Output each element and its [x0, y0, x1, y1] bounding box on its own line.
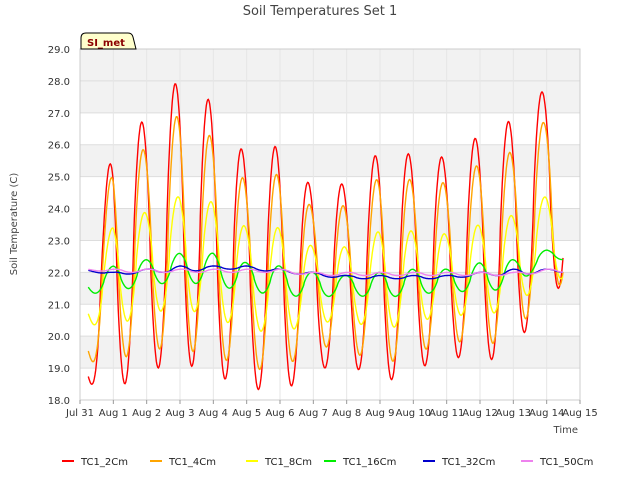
y-tick-label: 26.0	[48, 141, 70, 152]
legend: TC1_2Cm TC1_4Cm TC1_8Cm TC1_16Cm TC1_32Cm TC1…	[62, 457, 593, 468]
x-tick-label: Aug 12	[462, 408, 497, 419]
legend-item-tc1_8cm: TC1_8Cm	[246, 457, 312, 468]
legend-label: TC1_50Cm	[539, 457, 593, 468]
x-tick-label: Aug 8	[332, 408, 361, 419]
x-tick-label: Aug 6	[265, 408, 294, 419]
legend-label: TC1_2Cm	[80, 457, 128, 468]
legend-item-tc1_50cm: TC1_50Cm	[521, 457, 593, 468]
y-tick-label: 25.0	[48, 173, 70, 184]
x-tick-label: Aug 1	[99, 408, 128, 419]
x-axis-ticks: Jul 31 Aug 1 Aug 2 Aug 3 Aug 4 Aug 5 Aug 6 Aug …	[65, 400, 598, 419]
legend-item-tc1_2cm: TC1_2Cm	[62, 457, 128, 468]
site-badge: SI_met	[80, 32, 137, 50]
background-band	[80, 80, 580, 113]
series-line-tc1_16cm	[87, 249, 563, 298]
x-tick-label: Aug 9	[365, 408, 394, 419]
legend-label: TC1_4Cm	[168, 457, 216, 468]
x-axis-label: Time	[553, 425, 578, 436]
x-tick-label: Aug 11	[429, 408, 464, 419]
legend-item-tc1_32cm: TC1_32Cm	[423, 457, 495, 468]
y-tick-label: 18.0	[48, 396, 70, 407]
background-band	[80, 49, 580, 81]
y-axis-ticks: 18.0 19.0 20.0 21.0 22.0 23.0 24.0 25.0 26.0 27.0…	[48, 45, 70, 407]
x-tick-label: Aug 5	[232, 408, 261, 419]
series-line-tc1_4cm	[87, 116, 564, 371]
y-tick-label: 19.0	[48, 364, 70, 375]
plot-background	[80, 49, 580, 369]
legend-label: TC1_32Cm	[441, 457, 495, 468]
x-tick-label: Aug 10	[396, 408, 431, 419]
legend-item-tc1_16cm: TC1_16Cm	[324, 457, 396, 468]
y-tick-label: 23.0	[48, 236, 70, 247]
legend-label: TC1_8Cm	[264, 457, 312, 468]
x-tick-label: Aug 2	[132, 408, 161, 419]
x-tick-label: Aug 15	[562, 408, 597, 419]
chart-title: Soil Temperatures Set 1	[243, 4, 398, 19]
legend-label: TC1_16Cm	[342, 457, 396, 468]
x-tick-label: Aug 3	[165, 408, 194, 419]
y-tick-label: 24.0	[48, 205, 70, 216]
series-line-tc1_50cm	[88, 268, 564, 277]
series-lines	[87, 83, 564, 391]
y-tick-label: 20.0	[48, 332, 70, 343]
x-tick-label: Aug 13	[496, 408, 531, 419]
x-tick-label: Aug 14	[529, 408, 564, 419]
y-tick-label: 21.0	[48, 300, 70, 311]
y-tick-label: 28.0	[48, 77, 70, 88]
x-tick-label: Aug 7	[299, 408, 328, 419]
series-line-tc1_2cm	[87, 83, 564, 391]
legend-item-tc1_4cm: TC1_4Cm	[150, 457, 216, 468]
plot-frame	[79, 48, 581, 401]
y-tick-label: 22.0	[48, 268, 70, 279]
background-band	[80, 144, 580, 177]
background-band	[80, 208, 580, 241]
x-tick-label: Jul 31	[65, 408, 94, 419]
x-tick-label: Aug 4	[199, 408, 228, 419]
site-badge-label: SI_met	[87, 38, 125, 49]
y-tick-label: 27.0	[48, 109, 70, 120]
y-tick-label: 29.0	[48, 45, 70, 56]
y-axis-label: Soil Temperature (C)	[9, 173, 20, 276]
